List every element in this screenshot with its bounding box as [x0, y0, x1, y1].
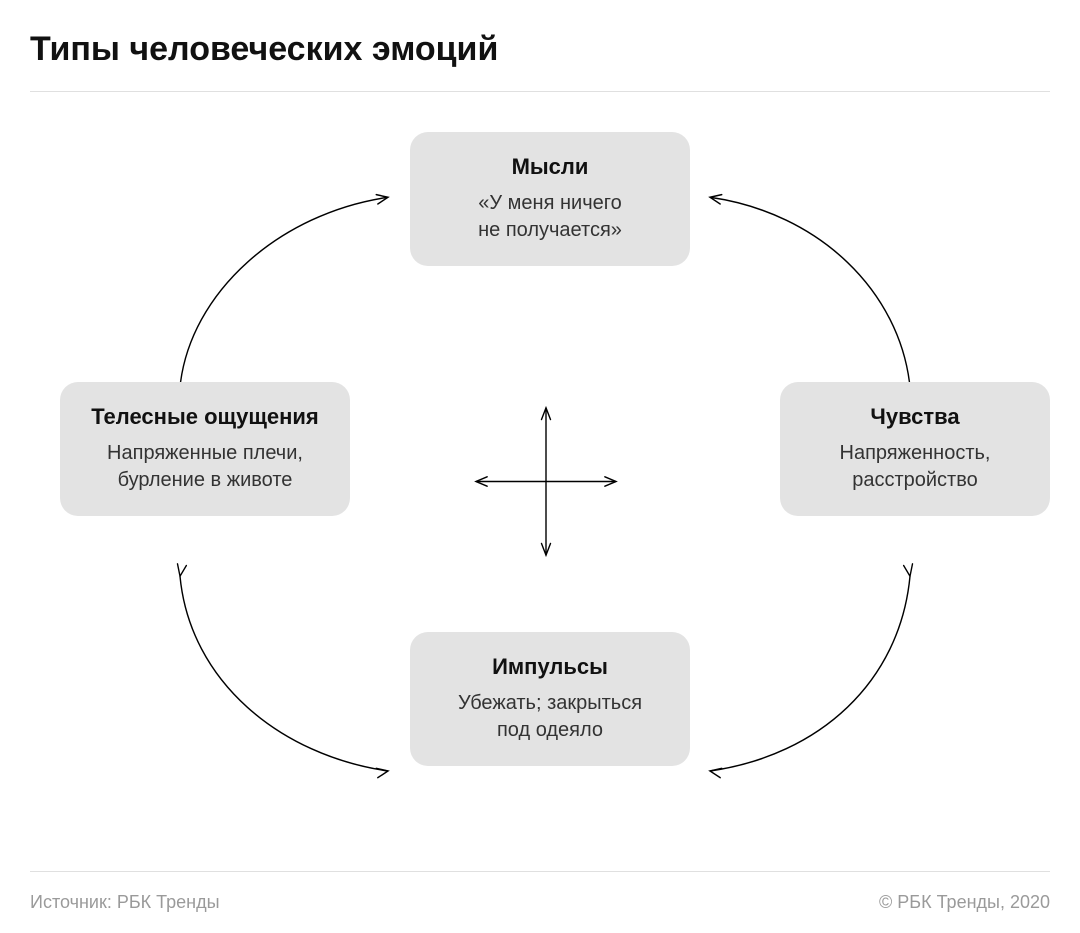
- node-body-sensations: Телесные ощущения Напряженные плечи, бур…: [60, 382, 350, 516]
- node-thoughts-title: Мысли: [438, 154, 662, 180]
- node-body-desc: Напряженные плечи, бурление в животе: [88, 440, 322, 494]
- diagram: Мысли «У меня ничего не получается» Чувс…: [30, 92, 1050, 871]
- node-impulses: Импульсы Убежать; закрыться под одеяло: [410, 632, 690, 766]
- node-feelings: Чувства Напряженность, расстройство: [780, 382, 1050, 516]
- page-title: Типы человеческих эмоций: [30, 30, 1050, 91]
- node-feelings-title: Чувства: [808, 404, 1022, 430]
- node-impulses-title: Импульсы: [438, 654, 662, 680]
- footer-copyright: © РБК Тренды, 2020: [879, 892, 1050, 913]
- node-impulses-desc: Убежать; закрыться под одеяло: [438, 690, 662, 744]
- node-body-title: Телесные ощущения: [88, 404, 322, 430]
- node-thoughts-desc: «У меня ничего не получается»: [438, 190, 662, 244]
- footer: Источник: РБК Тренды © РБК Тренды, 2020: [30, 872, 1050, 913]
- node-feelings-desc: Напряженность, расстройство: [808, 440, 1022, 494]
- node-thoughts: Мысли «У меня ничего не получается»: [410, 132, 690, 266]
- footer-source: Источник: РБК Тренды: [30, 892, 220, 913]
